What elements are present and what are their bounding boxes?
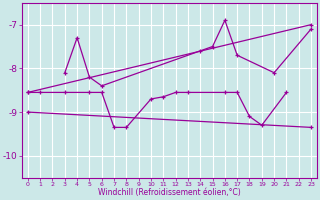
X-axis label: Windchill (Refroidissement éolien,°C): Windchill (Refroidissement éolien,°C) [98, 188, 241, 197]
